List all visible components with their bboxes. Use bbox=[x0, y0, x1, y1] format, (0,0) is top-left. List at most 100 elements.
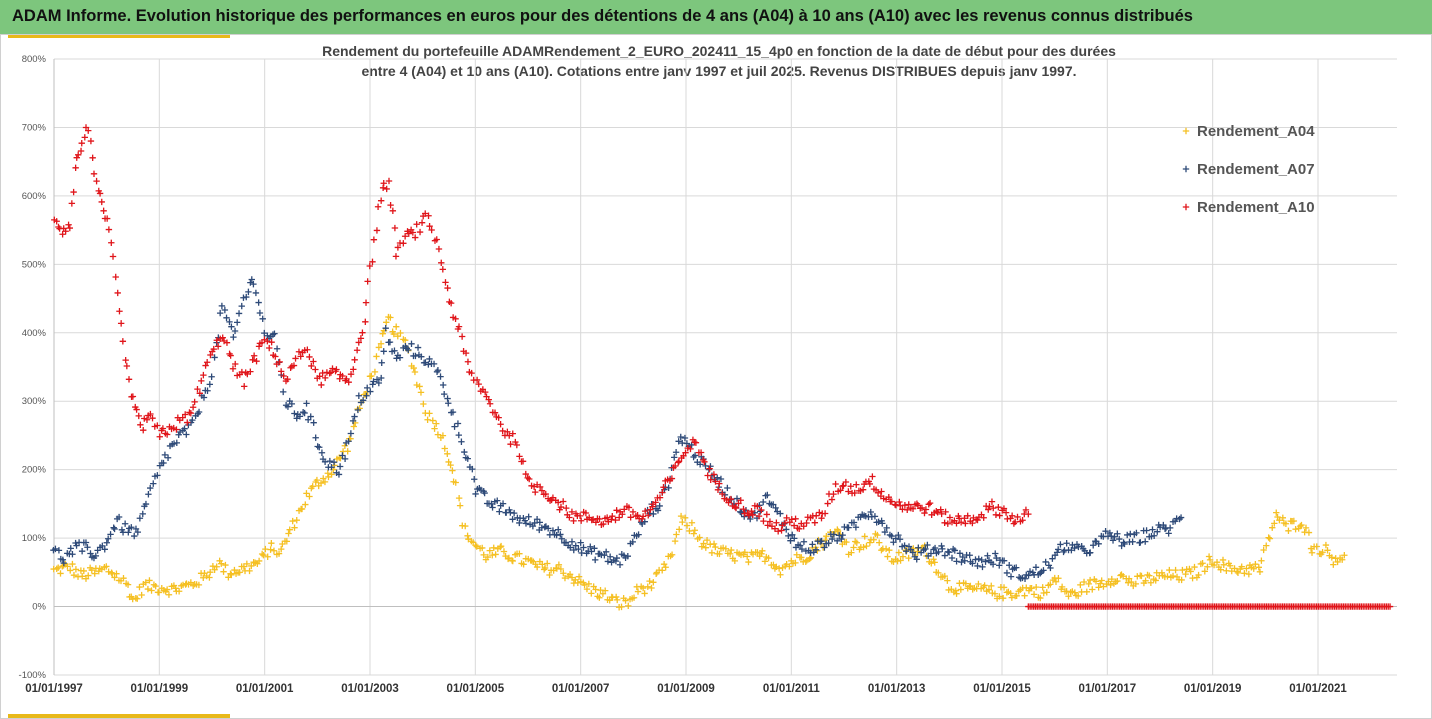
data-point bbox=[629, 538, 636, 546]
data-point bbox=[575, 545, 582, 553]
data-point bbox=[481, 489, 488, 497]
data-point bbox=[231, 327, 239, 335]
data-point bbox=[1058, 583, 1066, 591]
data-point bbox=[475, 380, 482, 388]
data-point bbox=[339, 452, 346, 459]
data-point bbox=[851, 489, 858, 497]
data-point bbox=[52, 545, 59, 553]
data-point bbox=[546, 571, 553, 579]
data-point bbox=[163, 586, 171, 593]
data-point bbox=[214, 343, 222, 350]
data-point bbox=[509, 430, 516, 437]
data-point bbox=[696, 534, 703, 541]
data-point bbox=[581, 581, 588, 589]
data-point bbox=[798, 545, 806, 553]
data-point bbox=[247, 279, 254, 286]
data-point bbox=[925, 501, 932, 508]
data-point bbox=[574, 579, 582, 587]
data-point bbox=[763, 511, 770, 518]
data-point bbox=[839, 483, 846, 490]
data-point bbox=[757, 508, 764, 515]
data-point bbox=[373, 376, 381, 383]
data-point bbox=[223, 314, 230, 322]
data-point bbox=[64, 563, 71, 570]
data-point bbox=[588, 548, 595, 555]
data-point bbox=[354, 406, 362, 414]
data-point bbox=[1125, 575, 1133, 582]
data-point bbox=[982, 558, 989, 565]
data-point bbox=[411, 234, 419, 241]
data-point bbox=[1040, 567, 1047, 574]
data-point bbox=[830, 531, 838, 538]
data-point bbox=[1206, 556, 1214, 564]
data-point bbox=[355, 392, 363, 399]
x-tick-label: 01/01/1997 bbox=[25, 683, 83, 695]
data-point bbox=[701, 458, 708, 466]
data-point bbox=[1087, 549, 1094, 556]
data-point bbox=[424, 416, 431, 423]
data-point bbox=[758, 506, 765, 514]
data-point bbox=[899, 553, 907, 560]
data-point bbox=[341, 455, 349, 463]
y-tick-label: 800% bbox=[22, 54, 47, 65]
data-point bbox=[441, 390, 448, 398]
data-point bbox=[234, 319, 241, 326]
data-point bbox=[727, 495, 735, 503]
x-tick-label: 01/01/2021 bbox=[1289, 683, 1347, 695]
data-point bbox=[1071, 589, 1079, 596]
data-point bbox=[159, 425, 167, 432]
data-point bbox=[1143, 527, 1150, 534]
data-point bbox=[1285, 527, 1292, 535]
y-tick-label: 100% bbox=[22, 533, 47, 544]
data-point bbox=[301, 409, 308, 417]
data-point bbox=[357, 335, 365, 342]
data-point bbox=[1223, 567, 1230, 574]
data-point bbox=[148, 587, 155, 594]
data-point bbox=[961, 515, 968, 522]
data-point bbox=[1339, 556, 1346, 563]
data-point bbox=[123, 362, 131, 370]
data-point bbox=[462, 522, 469, 530]
data-point bbox=[510, 509, 518, 517]
data-point bbox=[368, 372, 375, 380]
data-point bbox=[811, 519, 819, 526]
data-point bbox=[173, 426, 180, 433]
data-point bbox=[890, 539, 897, 546]
data-point bbox=[155, 589, 163, 596]
data-point bbox=[879, 520, 886, 527]
data-point bbox=[462, 349, 470, 357]
data-point bbox=[139, 510, 146, 518]
data-point bbox=[133, 406, 140, 413]
data-point bbox=[1095, 584, 1102, 591]
data-point bbox=[165, 591, 173, 598]
data-point bbox=[93, 177, 100, 185]
data-point bbox=[401, 336, 409, 344]
data-point bbox=[122, 356, 129, 364]
data-point bbox=[417, 389, 425, 396]
data-point bbox=[489, 504, 496, 511]
data-point bbox=[359, 397, 367, 404]
data-point bbox=[283, 538, 291, 545]
data-point bbox=[1219, 556, 1227, 564]
data-point bbox=[915, 544, 922, 551]
data-point bbox=[350, 423, 357, 430]
data-point bbox=[991, 590, 999, 597]
data-point bbox=[992, 550, 999, 557]
data-point bbox=[154, 472, 161, 479]
data-point bbox=[344, 448, 351, 455]
data-point bbox=[137, 421, 144, 429]
data-point bbox=[1165, 530, 1172, 537]
data-point bbox=[981, 582, 988, 589]
axes: 800% 700% 600% 500% 400% 300% 200% 100% 0% -100% 0… bbox=[19, 54, 1397, 695]
data-point bbox=[1234, 569, 1242, 577]
data-point bbox=[1000, 557, 1008, 564]
data-point bbox=[1085, 580, 1092, 588]
data-point bbox=[613, 507, 620, 514]
accent-bar-top bbox=[8, 34, 230, 38]
data-point bbox=[172, 585, 179, 592]
data-point bbox=[451, 423, 458, 430]
y-tick-label: -100% bbox=[19, 670, 47, 681]
data-point bbox=[497, 421, 504, 428]
data-point bbox=[103, 539, 110, 546]
data-point bbox=[909, 549, 917, 556]
